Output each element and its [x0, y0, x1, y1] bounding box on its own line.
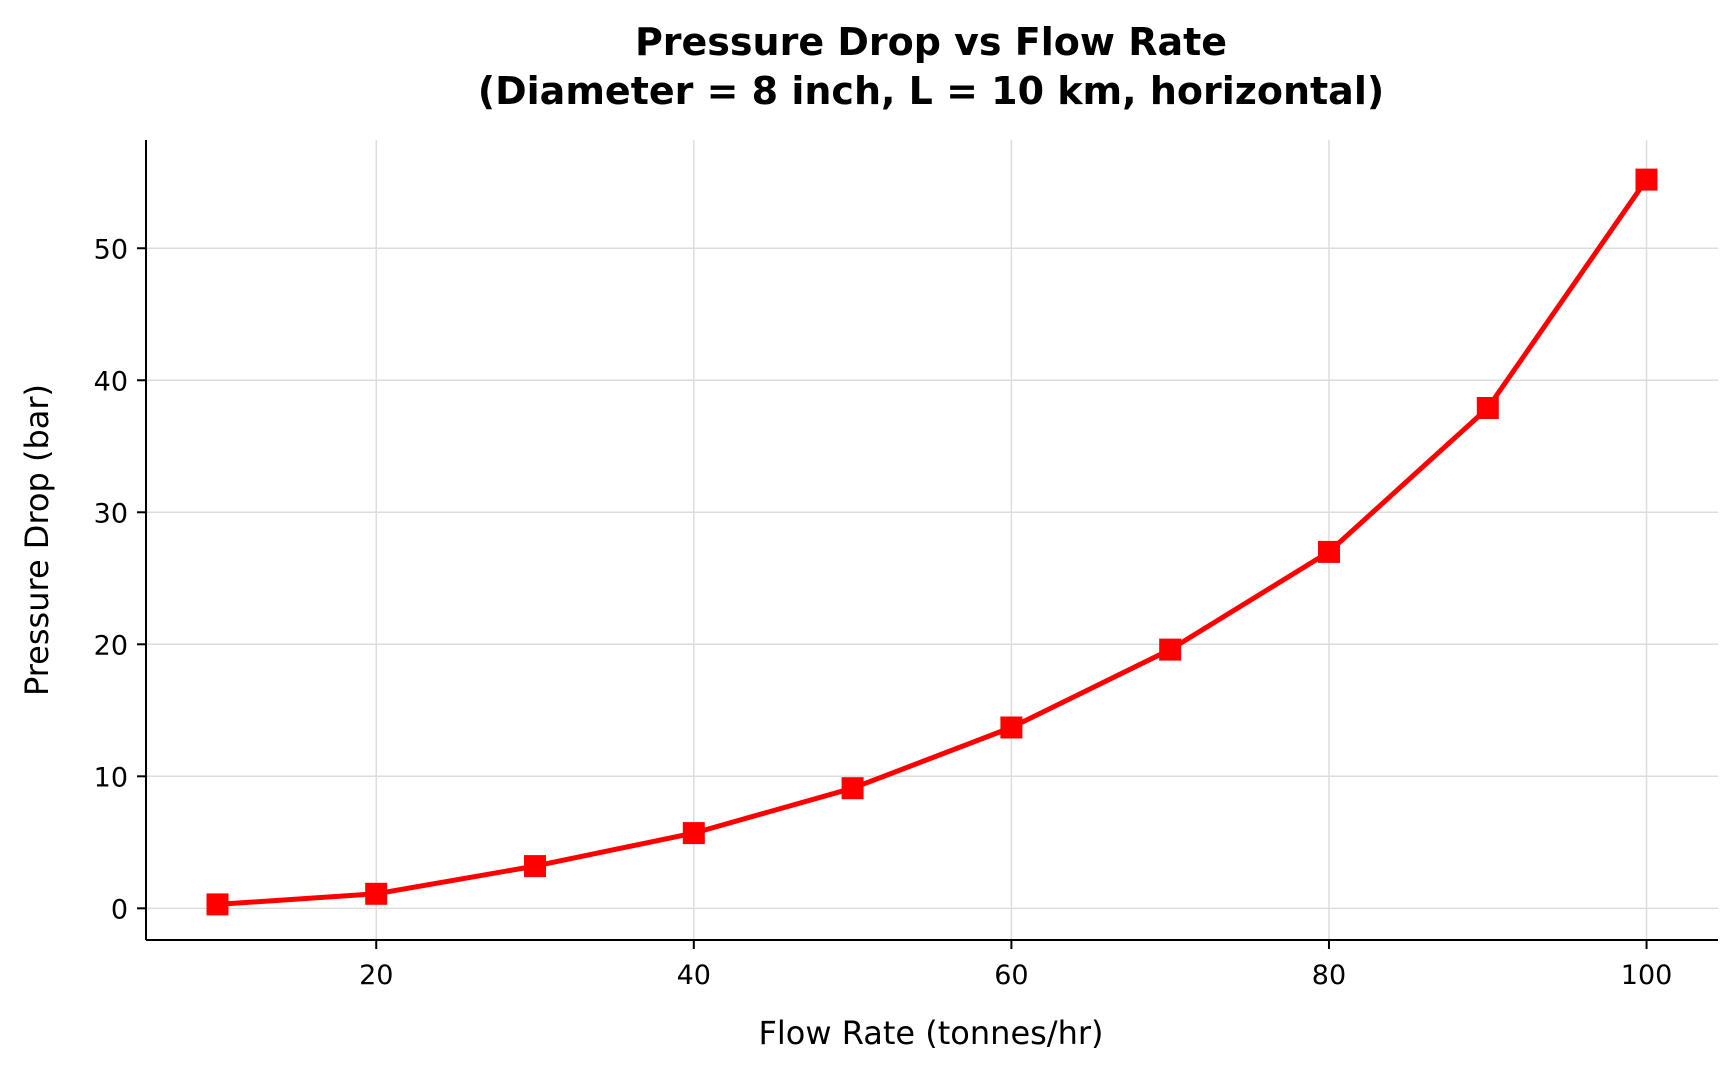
x-tick-label: 20: [359, 960, 393, 991]
y-tick-label: 20: [94, 630, 128, 661]
tick-labels: 20 40 60 80 100 0 10 20 30 40 50: [94, 234, 1673, 991]
x-tick-label: 80: [1312, 960, 1346, 991]
axes: [137, 140, 1718, 949]
series-line: [217, 178, 1649, 907]
x-tick-label: 40: [677, 960, 711, 991]
x-axis-label: Flow Rate (tonnes/hr): [759, 1014, 1104, 1052]
data-point-marker: [206, 893, 229, 916]
chart-subtitle: (Diameter = 8 inch, L = 10 km, horizonta…: [478, 69, 1384, 113]
data-point-marker: [1159, 638, 1182, 661]
data-series: [206, 168, 1658, 916]
y-tick-label: 50: [94, 234, 128, 265]
y-tick-label: 30: [94, 498, 128, 529]
y-axis-label: Pressure Drop (bar): [18, 384, 56, 696]
data-point-marker: [365, 882, 388, 905]
x-tick-label: 60: [994, 960, 1028, 991]
data-point-marker: [682, 822, 705, 845]
y-tick-label: 0: [111, 894, 128, 925]
x-tick-label: 100: [1621, 960, 1673, 991]
data-point-marker: [841, 777, 864, 800]
grid-lines: [146, 140, 1718, 940]
data-point-marker: [1318, 540, 1340, 563]
data-point-marker: [1476, 397, 1499, 419]
data-point-marker: [1000, 716, 1023, 739]
data-point-marker: [1635, 168, 1658, 191]
y-tick-label: 40: [94, 366, 128, 397]
y-tick-label: 10: [94, 762, 128, 793]
chart-title: Pressure Drop vs Flow Rate: [635, 20, 1227, 64]
data-point-marker: [524, 855, 546, 878]
